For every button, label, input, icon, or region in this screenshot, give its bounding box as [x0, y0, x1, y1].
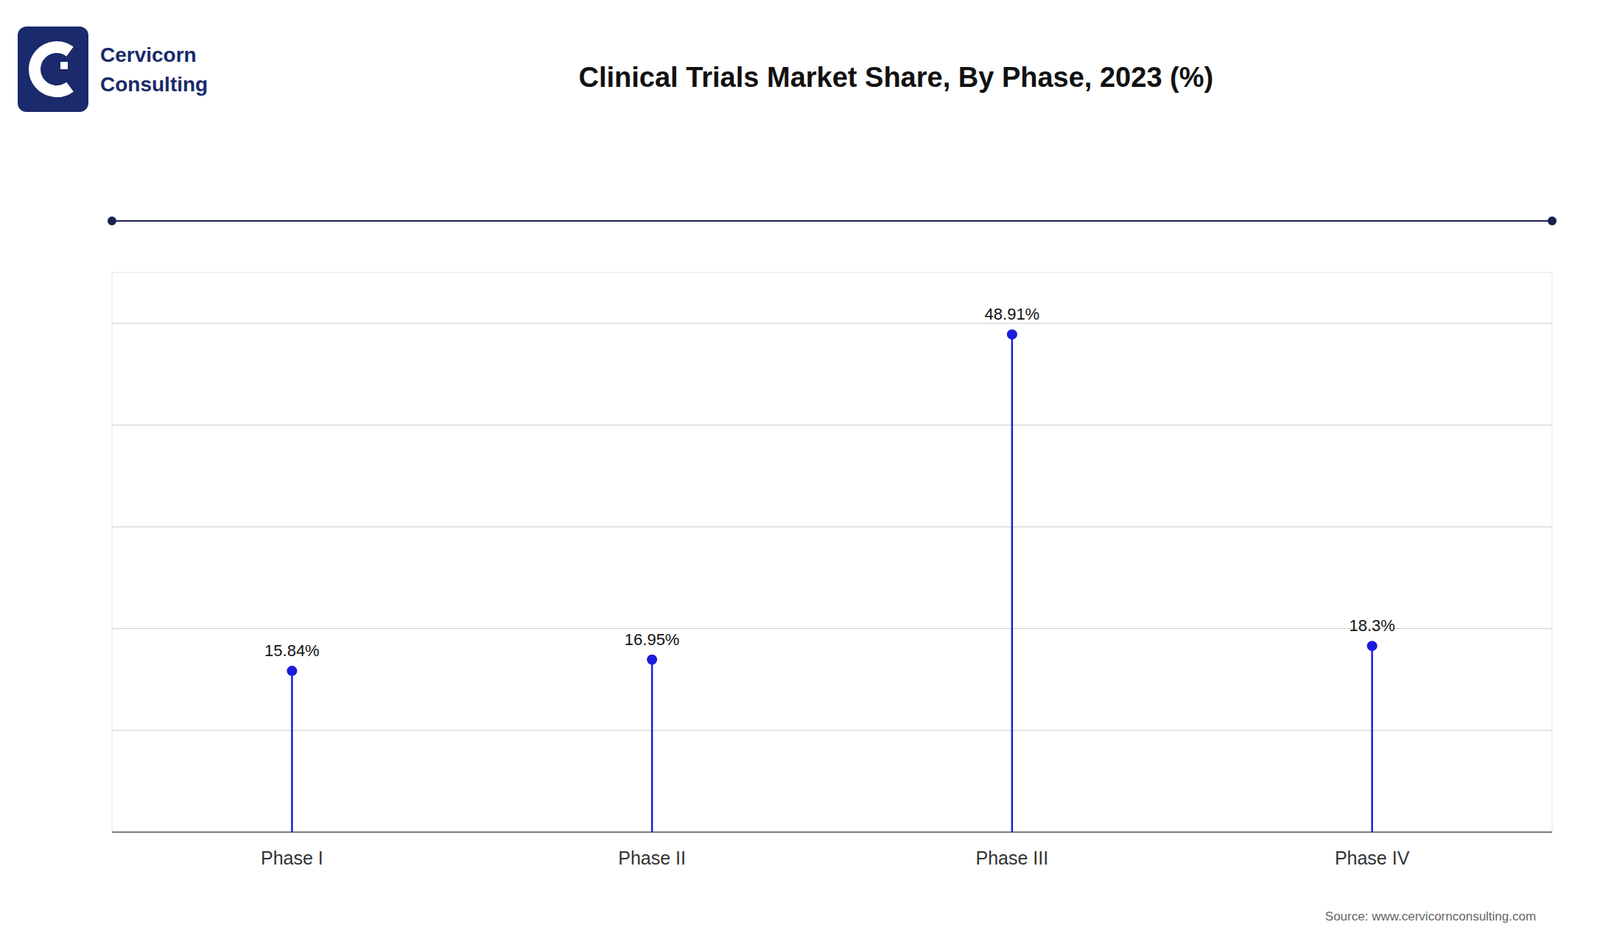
logo-text: Consulting — [100, 72, 208, 96]
grid-line — [111, 323, 1553, 325]
grid-line — [111, 730, 1553, 731]
logo: Cervicorn Consulting — [17, 26, 208, 112]
x-tick-label: Phase I — [260, 847, 324, 869]
logo-square — [60, 61, 68, 70]
stem — [1011, 334, 1014, 833]
dot — [1367, 640, 1378, 652]
data-label: 16.95% — [624, 630, 680, 649]
dot — [1006, 329, 1018, 340]
marks — [286, 329, 1377, 833]
logo-box — [17, 26, 89, 112]
dot — [646, 654, 658, 666]
grid-line — [111, 628, 1553, 630]
source: Source: www.cervicornconsulting.com — [1325, 909, 1536, 924]
logo-mark — [34, 47, 70, 92]
x-tick-label: Phase II — [618, 847, 686, 869]
x-tick-labels: Phase I Phase II Phase III Phase IV — [260, 847, 1410, 869]
stem — [290, 671, 294, 833]
divider-line — [111, 220, 1553, 222]
grid-line — [111, 425, 1553, 426]
plot-frame — [111, 272, 1553, 833]
data-label: 48.91% — [984, 304, 1041, 324]
background — [0, 0, 1600, 947]
data-label: 15.84% — [264, 641, 320, 661]
x-axis-line — [111, 831, 1553, 834]
logo-text: Cervicorn — [100, 43, 197, 67]
data-label: 18.3% — [1348, 616, 1395, 635]
divider-dot — [107, 216, 117, 226]
title: Clinical Trials Market Share, By Phase, … — [578, 61, 1214, 93]
grid-line — [111, 526, 1553, 528]
data-labels: 15.84% 16.95% 48.91% 18.3% — [264, 304, 1396, 661]
divider — [107, 216, 1557, 226]
x-tick-label: Phase III — [976, 847, 1049, 869]
x-tick-label: Phase IV — [1334, 847, 1410, 869]
dot — [286, 665, 297, 677]
stem — [651, 660, 654, 833]
divider-dot — [1547, 216, 1557, 226]
stem — [1370, 646, 1374, 833]
chart: Cervicorn Consulting Clinical Trials Marke… — [0, 0, 1600, 947]
grid — [111, 323, 1553, 731]
